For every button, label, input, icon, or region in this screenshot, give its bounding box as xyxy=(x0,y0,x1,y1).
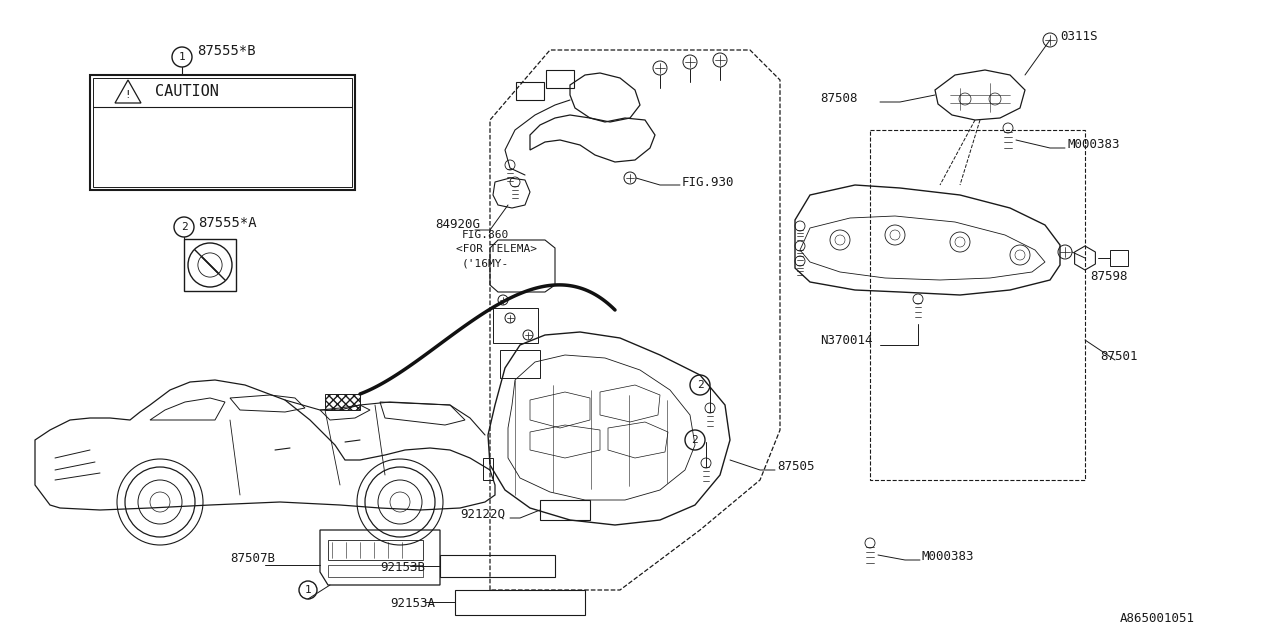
Bar xyxy=(547,70,573,88)
Text: N370014: N370014 xyxy=(820,333,873,346)
Text: 84920G: 84920G xyxy=(435,218,480,232)
Text: 2: 2 xyxy=(696,380,704,390)
Text: 87598: 87598 xyxy=(1091,270,1128,283)
Bar xyxy=(483,458,493,480)
Text: 0311S: 0311S xyxy=(1060,29,1097,42)
Text: 87508: 87508 xyxy=(820,92,858,104)
Bar xyxy=(328,565,422,577)
Text: 87555*A: 87555*A xyxy=(198,216,256,230)
Bar xyxy=(328,540,422,560)
Text: 1: 1 xyxy=(179,52,186,62)
Text: 87555*B: 87555*B xyxy=(197,44,256,58)
Text: A865001051: A865001051 xyxy=(1120,612,1196,625)
Bar xyxy=(870,130,1085,480)
Bar xyxy=(90,75,355,190)
Bar xyxy=(184,239,236,291)
Text: CAUTION: CAUTION xyxy=(155,84,219,99)
Text: M000383: M000383 xyxy=(1068,138,1120,150)
Bar xyxy=(500,350,540,378)
Text: 92153B: 92153B xyxy=(380,561,425,574)
Text: 92153A: 92153A xyxy=(390,597,435,610)
Text: 87501: 87501 xyxy=(1100,349,1138,362)
Text: !: ! xyxy=(124,90,132,100)
Text: ('16MY-: ('16MY- xyxy=(462,258,509,268)
Text: <FOR TELEMA>: <FOR TELEMA> xyxy=(456,244,538,254)
Bar xyxy=(454,590,585,615)
Text: 2: 2 xyxy=(691,435,699,445)
Bar xyxy=(516,82,544,100)
Text: FIG.860: FIG.860 xyxy=(462,230,509,240)
Text: 87507B: 87507B xyxy=(230,552,275,564)
Bar xyxy=(325,394,360,410)
Bar xyxy=(93,78,352,187)
Bar xyxy=(540,500,590,520)
Text: 1: 1 xyxy=(305,585,311,595)
Text: 87505: 87505 xyxy=(777,460,814,472)
Bar xyxy=(493,308,538,343)
Text: 92122Q: 92122Q xyxy=(460,508,506,520)
Bar xyxy=(1110,250,1128,266)
Text: FIG.930: FIG.930 xyxy=(682,175,735,189)
Bar xyxy=(440,555,556,577)
Text: 2: 2 xyxy=(180,222,187,232)
Text: M000383: M000383 xyxy=(922,550,974,563)
